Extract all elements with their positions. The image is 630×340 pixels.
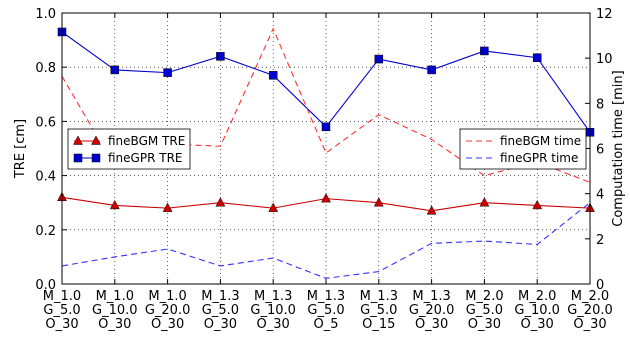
x-tick-label: O_30 [573,317,606,332]
legend-box [67,128,191,170]
x-tick-label: G_20.0 [145,303,191,318]
data-point-finebgm-tre [162,202,173,212]
legend-box [459,128,587,170]
data-point-finegpr-tre [216,52,225,61]
legend-label-finebgm-time: fineBGM time [500,134,581,148]
x-tick-label: M_1.3 [201,289,239,304]
x-tick-label: M_1.3 [412,289,450,304]
right-axis: 0 2 4 6 8 10 12 [585,7,613,293]
x-tick-label: O_30 [204,317,237,332]
grid [62,13,590,284]
x-tick-label: M_1.3 [254,289,292,304]
y-tick-label-left: 0.4 [35,170,56,185]
x-tick-label: O_30 [45,317,78,332]
y-tick-label-left: 0.0 [35,278,56,293]
y-axis-label-right: Computation time [min] [611,70,626,226]
x-tick-label: G_5.0 [466,303,503,318]
y-tick-label-right: 10 [596,52,613,67]
y-tick-label-right: 12 [596,7,613,22]
x-tick-label: O_15 [362,317,395,332]
legend-time: fineBGM time fineGPR time [459,128,587,170]
legend-tre: fineBGM TRE fineGPR TRE [67,128,191,170]
y-tick-label-left: 0.2 [35,224,56,239]
data-point-finegpr-tre [532,53,542,62]
series-finegpr-tre [57,27,595,137]
x-tick-label: M_1.3 [360,289,398,304]
x-tick-label: M_1.3 [307,289,345,304]
y-tick-label-right: 2 [596,233,604,248]
x-tick-label: M_2.0 [518,289,556,304]
legend-label-finegpr-tre: fineGPR TRE [108,151,182,165]
x-tick-label: M_1.0 [96,289,134,304]
x-tick-label: G_5.0 [43,303,80,318]
x-axis: M_1.0G_5.0O_30M_1.0G_10.0O_30M_1.0G_20.0… [43,13,613,332]
x-tick-label: G_5.0 [307,303,344,318]
series-finegpr-time [61,202,591,279]
y-axis-label-left: TRE [cm] [13,119,28,179]
data-point-finebgm-tre [268,202,279,212]
y-tick-label-right: 6 [596,143,604,158]
legend-marker [73,135,83,145]
x-tick-label: O_30 [151,317,184,332]
data-point-finegpr-tre [163,68,172,77]
left-axis: 0.0 0.2 0.4 0.6 0.8 1.0 [35,7,67,293]
data-point-finegpr-tre [480,46,489,56]
x-tick-label: G_10.0 [92,303,138,318]
x-tick-label: M_2.0 [571,289,609,304]
data-point-finebgm-tre [321,193,331,203]
y-tick-label-right: 0 [596,278,604,293]
legend-label-finebgm-tre: fineBGM TRE [108,134,185,148]
legend-label-finegpr-time: fineGPR time [500,151,578,165]
x-tick-label: G_20.0 [567,303,613,318]
data-point-finebgm-tre [479,197,490,207]
data-point-finegpr-tre [427,65,436,75]
series-line-finegpr-time [61,202,591,279]
y-tick-label-left: 1.0 [35,7,56,22]
data-point-finegpr-tre [374,54,384,64]
data-point-finebgm-tre [532,199,543,210]
data-point-finegpr-tre [110,65,120,75]
x-tick-label: G_5.0 [360,303,397,318]
data-point-finebgm-tre [109,199,120,210]
x-tick-label: M_1.0 [43,289,81,304]
data-point-finebgm-tre [215,197,226,207]
legend-marker [91,153,101,163]
x-tick-label: O_30 [415,317,448,332]
x-tick-label: M_1.0 [148,289,186,304]
legend-marker [73,153,83,163]
y-tick-label-right: 4 [596,188,604,203]
data-point-finegpr-tre [268,71,278,80]
x-tick-label: M_2.0 [465,289,503,304]
x-tick-label: G_5.0 [202,303,239,318]
y-tick-label-right: 8 [596,97,604,112]
y-tick-label-left: 0.8 [35,61,56,76]
x-tick-label: O_30 [98,317,131,332]
legend-marker [91,135,101,145]
x-tick-label: G_10.0 [514,303,560,318]
data-point-finegpr-tre [321,122,331,132]
data-point-finebgm-tre [426,205,437,215]
y-tick-label-left: 0.6 [35,115,56,130]
x-tick-label: O_5 [313,317,338,332]
x-tick-label: G_10.0 [250,303,296,318]
series-finebgm-tre [57,191,595,215]
data-point-finebgm-tre [373,197,384,207]
x-tick-label: O_30 [257,317,290,332]
x-tick-label: O_30 [468,317,501,332]
x-tick-label: G_20.0 [409,303,455,318]
x-tick-label: O_30 [521,317,554,332]
